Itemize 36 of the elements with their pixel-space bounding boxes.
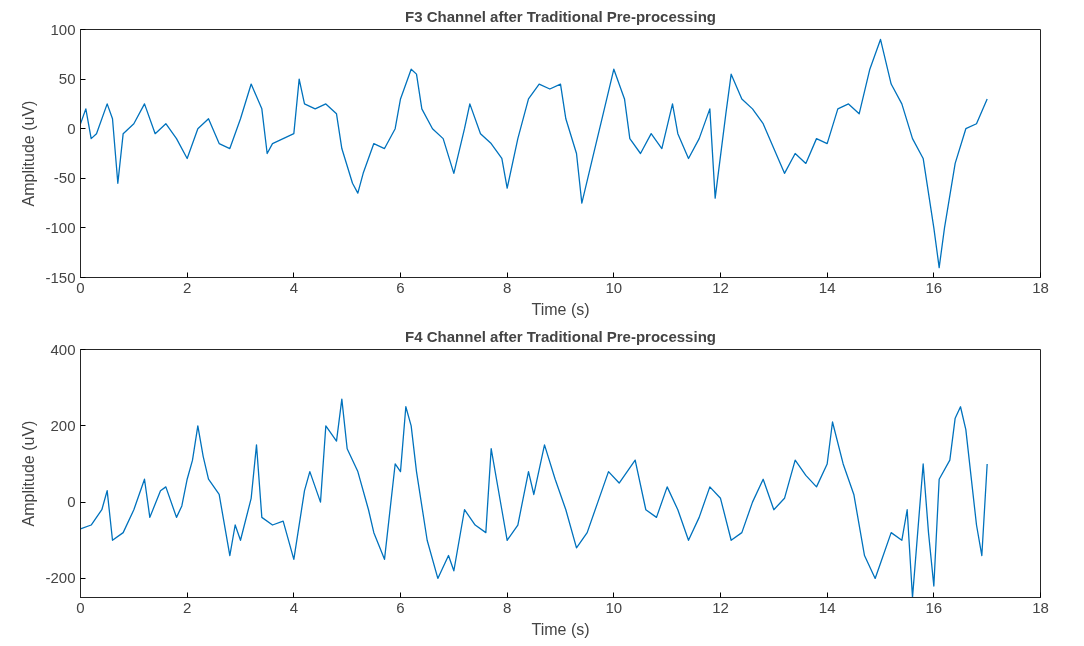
y-tick-label: 400	[50, 340, 76, 358]
x-tick-label: 10	[605, 278, 623, 296]
x-tick-label: 2	[183, 598, 192, 616]
x-tick-label: 6	[396, 598, 405, 616]
line-series	[80, 398, 988, 598]
x-axis-title: Time (s)	[531, 620, 590, 638]
y-axis-title: Amplitude (uV)	[20, 100, 38, 207]
x-tick-label: 18	[1032, 278, 1049, 296]
y-tick-label: -50	[53, 169, 76, 187]
line-series	[80, 38, 988, 269]
y-tick-label: -100	[45, 218, 76, 236]
x-tick-label: 4	[289, 598, 299, 616]
y-tick-label: 100	[50, 20, 76, 38]
x-tick-label: 14	[818, 598, 836, 616]
y-tick-label: 50	[58, 70, 76, 88]
y-tick-label: -200	[45, 569, 76, 587]
x-tick-label: 12	[712, 598, 729, 616]
x-tick-label: 12	[712, 278, 729, 296]
x-tick-label: 14	[818, 278, 836, 296]
x-tick-label: 10	[605, 598, 623, 616]
x-tick-label: 6	[396, 278, 405, 296]
x-tick-label: 8	[503, 598, 512, 616]
y-tick-label: -150	[45, 268, 76, 286]
x-tick-label: 4	[289, 278, 299, 296]
y-tick-label: 0	[67, 119, 76, 137]
x-tick-label: 16	[925, 278, 943, 296]
chart-title: F3 Channel after Traditional Pre-processing	[405, 7, 716, 25]
x-tick-label: 2	[183, 278, 192, 296]
y-tick-label: 200	[50, 416, 76, 434]
chart-title: F4 Channel after Traditional Pre-processing	[405, 327, 716, 345]
x-tick-label: 8	[503, 278, 512, 296]
y-axis-title: Amplitude (uV)	[20, 420, 38, 527]
x-tick-label: 16	[925, 598, 943, 616]
x-tick-label: 18	[1032, 598, 1049, 616]
x-axis-title: Time (s)	[531, 300, 590, 318]
y-tick-label: 0	[67, 493, 76, 511]
